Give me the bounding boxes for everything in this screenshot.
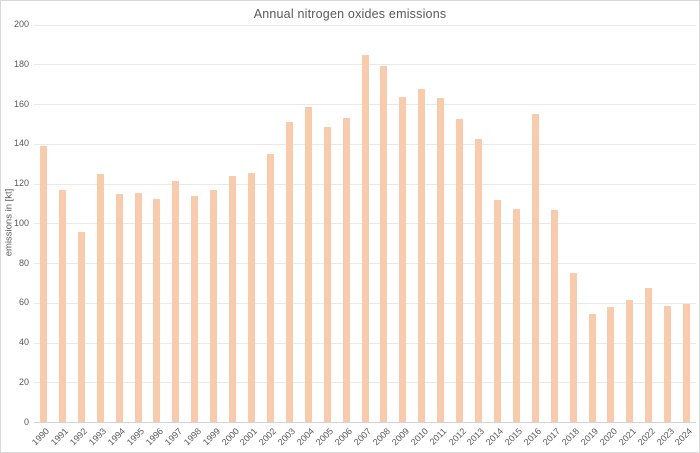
bar-2003: [285, 121, 293, 422]
bar-2015: [512, 209, 520, 422]
x-tick-label-2020: 2020: [597, 426, 619, 448]
x-tick-label-1995: 1995: [124, 426, 147, 448]
bar-2019: [588, 313, 596, 422]
x-tick-label-2010: 2010: [408, 426, 430, 448]
y-tick-label-140: 140: [13, 138, 29, 149]
x-tick-label-2015: 2015: [503, 426, 525, 448]
bar-2010: [418, 89, 426, 422]
x-tick-label-1997: 1997: [162, 426, 184, 448]
x-tick-label-2003: 2003: [276, 426, 298, 448]
y-tick-label-20: 20: [18, 376, 29, 387]
x-tick-label-2001: 2001: [238, 426, 260, 448]
bar-2016: [531, 113, 539, 422]
bar-1998: [191, 196, 199, 422]
bar-2021: [626, 299, 634, 422]
x-tick-label-2007: 2007: [351, 426, 374, 448]
bar-1990: [40, 145, 47, 422]
x-tick-label-2006: 2006: [332, 426, 355, 448]
bar-2001: [248, 172, 255, 422]
bar-2024: [683, 303, 690, 422]
x-tick-label-1994: 1994: [105, 426, 128, 448]
bar-2020: [607, 306, 615, 422]
bar-2018: [569, 272, 577, 422]
y-tick-label-180: 180: [13, 58, 29, 69]
x-tick-label-1999: 1999: [200, 426, 222, 448]
x-tick-label-2018: 2018: [559, 426, 582, 448]
bar-1995: [134, 193, 142, 422]
x-tick-label-2009: 2009: [389, 426, 411, 448]
x-tick-label-2016: 2016: [522, 426, 544, 448]
x-tick-label-2021: 2021: [616, 426, 638, 448]
bar-2017: [550, 210, 558, 422]
x-tick-label-1993: 1993: [87, 426, 109, 448]
x-axis-line: [34, 422, 696, 423]
bar-2002: [266, 153, 274, 422]
x-tick-label-1996: 1996: [143, 426, 165, 448]
bar-2012: [456, 118, 464, 422]
x-tick-label-2022: 2022: [635, 426, 657, 448]
bar-1997: [172, 180, 180, 422]
x-tick-label-2014: 2014: [484, 426, 506, 448]
x-tick-label-2000: 2000: [219, 426, 241, 448]
x-tick-label-2024: 2024: [673, 426, 695, 448]
y-tick-label-60: 60: [18, 297, 29, 308]
bar-1991: [58, 189, 66, 422]
bar-1993: [96, 173, 104, 422]
x-tick-label-2012: 2012: [446, 426, 468, 448]
bar-2009: [399, 97, 407, 422]
bar-2013: [475, 138, 482, 422]
x-tick-label-2005: 2005: [314, 426, 336, 448]
bar-2022: [645, 287, 653, 422]
x-tick-label-2017: 2017: [540, 426, 563, 448]
x-tick-label-1992: 1992: [68, 426, 90, 448]
bar-2005: [323, 126, 331, 422]
bar-2000: [229, 175, 237, 422]
chart-title: Annual nitrogen oxides emissions: [253, 7, 447, 21]
y-tick-label-0: 0: [23, 416, 29, 427]
x-tick-label-1998: 1998: [181, 426, 203, 448]
bar-2014: [493, 200, 501, 422]
bar-2011: [437, 98, 445, 422]
bar-1992: [77, 232, 85, 422]
x-tick-label-1991: 1991: [49, 426, 71, 448]
x-tick-label-2002: 2002: [257, 426, 279, 448]
x-tick-label-2013: 2013: [465, 426, 487, 448]
bar-1999: [210, 189, 218, 422]
y-tick-label-160: 160: [13, 98, 29, 109]
x-tick-label-2008: 2008: [370, 426, 392, 448]
bar-2008: [380, 66, 388, 422]
gridline-200: [34, 24, 696, 26]
x-tick-label-2023: 2023: [654, 426, 676, 448]
y-tick-label-120: 120: [13, 178, 29, 188]
bar-2006: [342, 117, 350, 422]
x-tick-label-2011: 2011: [428, 426, 449, 447]
bar-2004: [304, 107, 312, 422]
x-tick-label-1990: 1990: [30, 426, 52, 448]
y-tick-label-80: 80: [18, 257, 29, 268]
y-tick-label-40: 40: [18, 337, 29, 347]
y-tick-label-200: 200: [13, 19, 29, 29]
x-tick-label-2004: 2004: [295, 426, 317, 448]
bar-1996: [153, 199, 161, 422]
x-tick-label-2019: 2019: [578, 426, 601, 448]
bar-2007: [361, 55, 369, 422]
bar-2023: [664, 305, 672, 422]
y-tick-label-100: 100: [13, 217, 29, 228]
bar-1994: [115, 194, 123, 422]
